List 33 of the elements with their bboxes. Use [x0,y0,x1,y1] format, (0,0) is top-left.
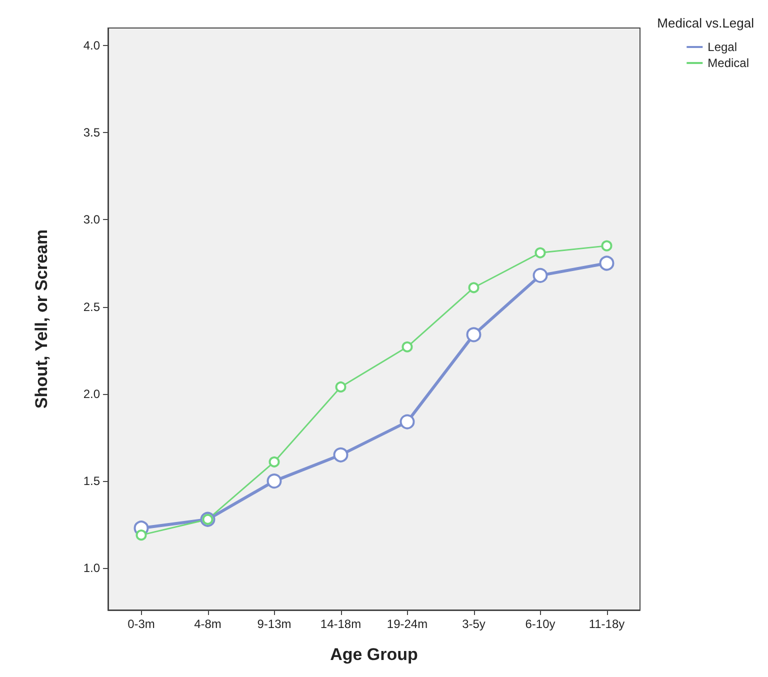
legend-label: Legal [708,40,738,54]
x-tick-label: 11-18y [588,617,625,631]
point [136,530,147,541]
point [266,474,282,489]
y-tick-label: 2.5 [83,300,100,314]
legend-title: Medical vs.Legal [657,16,754,30]
x-axis-title: Age Group [330,645,418,664]
x-tick-label: 14-18m [320,617,362,631]
x-tick-label: 19-24m [386,617,428,631]
point [333,447,348,462]
point [599,256,614,271]
point [268,456,280,468]
y-tick-label: 4.0 [83,38,100,52]
point [534,247,546,258]
y-tick-label: 1.5 [83,474,100,488]
y-tick-label: 3.5 [83,126,100,140]
point [466,327,482,342]
point [335,381,346,392]
point [532,268,548,283]
x-tick-label: 0-3m [128,617,155,631]
y-tick-label: 1.0 [83,561,100,576]
y-tick-label: 3.0 [83,212,100,227]
x-tick-label: 9-13m [257,617,292,631]
x-tick-label: 3-5y [462,617,486,631]
point [402,341,413,352]
point [601,240,612,252]
y-tick-label: 2.0 [83,386,100,401]
x-tick-label: 6-10y [525,617,556,631]
point [400,414,415,430]
y-axis-title: Shout, Yell, or Scream [32,229,51,409]
legend-label: Medical [708,56,750,70]
point [468,282,480,294]
x-tick-label: 4-8m [194,617,222,631]
